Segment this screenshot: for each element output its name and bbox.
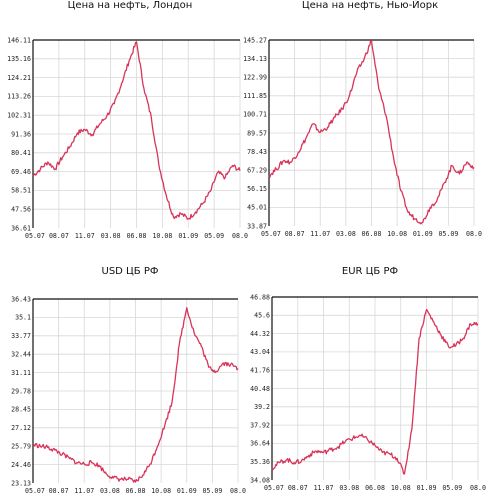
x-tick-label: 05.09 bbox=[202, 487, 222, 495]
x-tick-label: 05.07 bbox=[264, 484, 284, 492]
x-tick-label: 05.07 bbox=[261, 230, 281, 238]
y-tick-label: 113.26 bbox=[7, 93, 31, 101]
x-tick-label: 05.09 bbox=[442, 484, 462, 492]
y-tick-label: 89.57 bbox=[247, 129, 267, 137]
y-tick-label: 56.15 bbox=[247, 185, 267, 193]
y-tick-label: 31.11 bbox=[11, 369, 31, 377]
chart-plot: 146.11 135.16 124.21 113.26 102.31 91.36 80.41… bbox=[7, 36, 248, 240]
x-tick-label: 01.09 bbox=[417, 484, 437, 492]
y-tick-label: 40.48 bbox=[250, 385, 270, 393]
x-tick-label: 05.09 bbox=[438, 230, 458, 238]
chart-panel-eur: EUR ЦБ РФ 46.88 45.6 44.32 43.04 41.76 40.48 3… bbox=[250, 252, 504, 503]
x-tick-label: 11.07 bbox=[75, 232, 95, 240]
y-tick-label: 33.77 bbox=[11, 332, 31, 340]
chart-title: Цена на нефть, Нью-Йорк bbox=[301, 0, 439, 11]
series-line bbox=[32, 41, 241, 220]
y-tick-label: 33.87 bbox=[247, 222, 267, 230]
y-tick-label: 134.13 bbox=[243, 55, 267, 63]
y-tick-label: 24.46 bbox=[11, 461, 31, 469]
y-tick-label: 36.64 bbox=[250, 440, 270, 448]
x-tick-label: 01.09 bbox=[178, 232, 198, 240]
x-tick-label: 10.08 bbox=[152, 232, 172, 240]
x-tick-label: 03.08 bbox=[339, 484, 359, 492]
x-tick-label: 08.07 bbox=[288, 484, 308, 492]
x-tick-label: 06.08 bbox=[362, 230, 382, 238]
x-tick-label: 03.08 bbox=[336, 230, 356, 238]
y-tick-label: 45.6 bbox=[254, 312, 270, 320]
chart-panel-brent: Цена на нефть, Лондон 146.11 135.16 124.21… bbox=[0, 0, 252, 251]
chart-title: Цена на нефть, Лондон bbox=[67, 0, 193, 11]
y-tick-label: 78.43 bbox=[247, 148, 267, 156]
y-tick-label: 32.44 bbox=[11, 351, 31, 359]
y-tick-label: 80.41 bbox=[11, 149, 31, 157]
x-tick-label: 06.08 bbox=[126, 487, 146, 495]
y-tick-label: 27.12 bbox=[11, 424, 31, 432]
y-tick-label: 39.2 bbox=[254, 403, 270, 411]
series-line bbox=[271, 308, 479, 475]
y-tick-label: 44.32 bbox=[250, 330, 270, 338]
x-tick-label: 06.08 bbox=[365, 484, 385, 492]
y-tick-label: 91.36 bbox=[11, 130, 31, 138]
y-tick-label: 37.92 bbox=[250, 421, 270, 429]
y-tick-label: 28.45 bbox=[11, 406, 31, 414]
y-tick-label: 41.76 bbox=[250, 367, 270, 375]
y-tick-label: 135.16 bbox=[7, 55, 31, 63]
y-tick-label: 145.27 bbox=[243, 36, 267, 44]
chart-plot: 46.88 45.6 44.32 43.04 41.76 40.48 39.2 37.92 36… bbox=[250, 293, 486, 492]
x-tick-label: 08.07 bbox=[285, 230, 305, 238]
chart-title: EUR ЦБ РФ bbox=[341, 266, 399, 277]
y-tick-label: 67.29 bbox=[247, 167, 267, 175]
y-tick-label: 23.13 bbox=[11, 479, 31, 487]
x-tick-label: 08.0 bbox=[230, 487, 246, 495]
y-tick-label: 146.11 bbox=[7, 36, 31, 44]
x-tick-label: 08.07 bbox=[49, 487, 69, 495]
x-tick-label: 11.07 bbox=[74, 487, 94, 495]
x-tick-label: 03.08 bbox=[100, 487, 120, 495]
x-tick-label: 10.08 bbox=[387, 230, 407, 238]
x-tick-label: 08.0 bbox=[470, 484, 486, 492]
y-tick-label: 35.36 bbox=[250, 458, 270, 466]
y-tick-label: 46.88 bbox=[250, 293, 270, 301]
y-tick-label: 43.04 bbox=[250, 348, 270, 356]
y-tick-label: 122.99 bbox=[243, 74, 267, 82]
x-tick-label: 06.08 bbox=[127, 232, 147, 240]
x-tick-label: 05.07 bbox=[25, 487, 45, 495]
series-line bbox=[33, 307, 239, 483]
x-tick-label: 08.0 bbox=[232, 232, 248, 240]
y-tick-label: 47.56 bbox=[11, 206, 31, 214]
x-tick-label: 03.08 bbox=[101, 232, 121, 240]
x-tick-label: 01.09 bbox=[177, 487, 197, 495]
x-tick-label: 08.0 bbox=[466, 230, 482, 238]
x-tick-label: 05.07 bbox=[25, 232, 45, 240]
y-tick-label: 34.08 bbox=[250, 476, 270, 484]
y-tick-label: 100.71 bbox=[243, 111, 267, 119]
y-tick-label: 35.1 bbox=[15, 314, 31, 322]
x-tick-label: 10.08 bbox=[391, 484, 411, 492]
chart-plot: 36.43 35.1 33.77 32.44 31.11 29.78 28.45 27.12 2… bbox=[11, 295, 246, 495]
chart-panel-usd: USD ЦБ РФ 36.43 35.1 33.77 32.44 31.11 29.78 2… bbox=[0, 252, 252, 503]
y-tick-label: 36.61 bbox=[11, 224, 31, 232]
x-tick-label: 01.09 bbox=[413, 230, 433, 238]
x-tick-label: 05.09 bbox=[204, 232, 224, 240]
x-tick-label: 10.08 bbox=[151, 487, 171, 495]
y-tick-label: 36.43 bbox=[11, 295, 31, 303]
chart-panel-wti: Цена на нефть, Нью-Йорк 145.27 134.13 122.… bbox=[243, 0, 504, 251]
chart-title: USD ЦБ РФ bbox=[101, 266, 159, 277]
y-tick-label: 45.01 bbox=[247, 204, 267, 212]
x-tick-label: 11.07 bbox=[310, 230, 330, 238]
y-tick-label: 58.51 bbox=[11, 187, 31, 195]
y-tick-label: 29.78 bbox=[11, 387, 31, 395]
chart-plot: 145.27 134.13 122.99 111.85 100.71 89.57 78.43… bbox=[243, 36, 482, 238]
y-tick-label: 25.79 bbox=[11, 443, 31, 451]
series-line bbox=[268, 39, 475, 225]
y-tick-label: 111.85 bbox=[243, 92, 267, 100]
y-tick-label: 69.46 bbox=[11, 168, 31, 176]
x-tick-label: 11.07 bbox=[314, 484, 334, 492]
y-tick-label: 102.31 bbox=[7, 112, 31, 120]
x-tick-label: 08.07 bbox=[49, 232, 69, 240]
y-tick-label: 124.21 bbox=[7, 74, 31, 82]
